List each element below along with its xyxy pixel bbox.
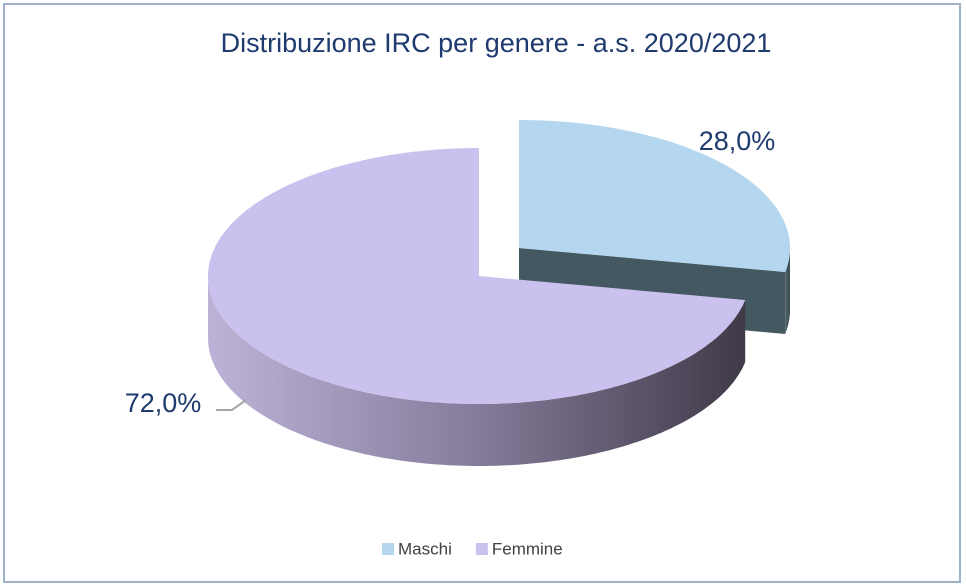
slice-side [208,276,746,466]
chart-title: Distribuzione IRC per genere - a.s. 2020… [221,28,772,58]
pie: 28,0% 72,0% [125,120,790,466]
data-label: 72,0% [125,388,202,418]
legend-swatch [475,543,488,555]
pie-slice [208,148,746,404]
pie-slice [519,120,790,272]
legend: Maschi Femmine [382,539,563,558]
leader-line [216,399,247,411]
data-label: 28,0% [699,126,776,156]
legend-swatch [382,543,394,555]
legend-label: Maschi [398,539,452,558]
legend-label: Femmine [492,539,563,558]
slice-side [785,248,790,334]
